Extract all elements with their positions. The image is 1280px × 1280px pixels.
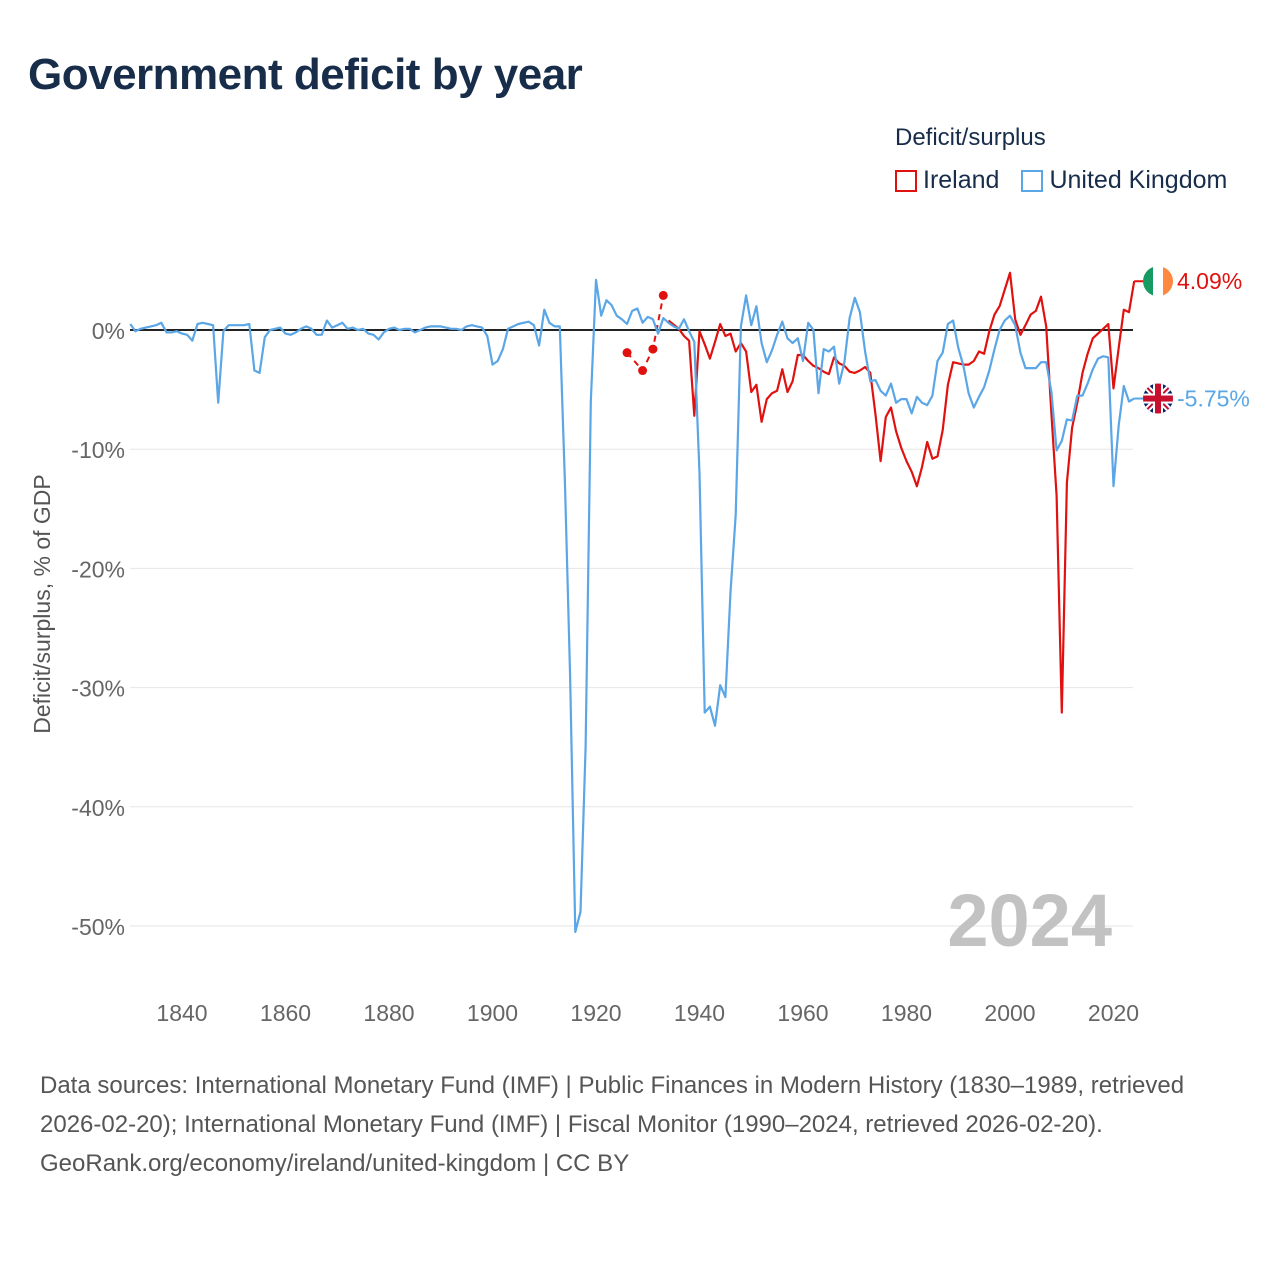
x-tick-label: 2020 <box>1088 1000 1139 1026</box>
x-tick-label: 1900 <box>467 1000 518 1026</box>
footer: Data sources: International Monetary Fun… <box>40 1066 1240 1183</box>
data-point-ireland[interactable] <box>658 290 668 300</box>
x-tick-label: 2000 <box>984 1000 1035 1026</box>
y-tick-label: -20% <box>71 556 125 582</box>
x-tick-label: 1860 <box>260 1000 311 1026</box>
y-tick-label: 0% <box>92 318 125 344</box>
legend-swatch-ireland <box>895 169 917 192</box>
ireland-end-label: 4.09% <box>1177 268 1242 294</box>
line-chart: 0% -10% -20% -30% -40% -50% 1840 1860 1880 1900 19… <box>29 266 1250 1026</box>
y-tick-label: -40% <box>71 795 125 821</box>
x-tick-label: 1980 <box>881 1000 932 1026</box>
series-line-uk[interactable] <box>129 278 1135 934</box>
y-tick-label: -30% <box>71 676 125 702</box>
x-tick-label: 1940 <box>674 1000 725 1026</box>
x-tick-label: 1920 <box>570 1000 621 1026</box>
legend-label-ireland: Ireland <box>923 166 1000 194</box>
y-axis-title: Deficit/surplus, % of GDP <box>29 474 55 733</box>
x-tick-label: 1880 <box>363 1000 414 1026</box>
data-point-ireland[interactable] <box>648 344 658 354</box>
credit-link[interactable]: GeoRank.org/economy/ireland/united-kingd… <box>40 1150 630 1177</box>
legend-item-ireland[interactable]: Ireland <box>895 166 999 195</box>
data-point-ireland[interactable] <box>638 366 648 376</box>
legend-swatch-uk <box>1021 169 1044 192</box>
data-sources: Data sources: International Monetary Fun… <box>40 1072 1185 1138</box>
uk-flag-icon <box>1143 383 1173 414</box>
data-point-ireland[interactable] <box>622 348 632 358</box>
y-tick-label: -50% <box>71 914 125 940</box>
current-year-label: 2024 <box>947 879 1112 962</box>
uk-end-label: -5.75% <box>1177 386 1250 412</box>
x-tick-label: 1840 <box>156 1000 207 1026</box>
x-tick-label: 1960 <box>777 1000 828 1026</box>
y-tick-label: -10% <box>71 437 125 463</box>
series-line-ireland-early <box>626 295 665 373</box>
ireland-flag-icon <box>1143 266 1173 297</box>
legend: Ireland United Kingdom <box>895 166 1227 195</box>
series-line-ireland[interactable] <box>667 271 1136 714</box>
chart-title: Government deficit by year <box>28 50 583 99</box>
legend-title: Deficit/surplus <box>895 124 1046 151</box>
legend-item-uk[interactable]: United Kingdom <box>1021 166 1227 195</box>
legend-label-uk: United Kingdom <box>1049 166 1228 194</box>
